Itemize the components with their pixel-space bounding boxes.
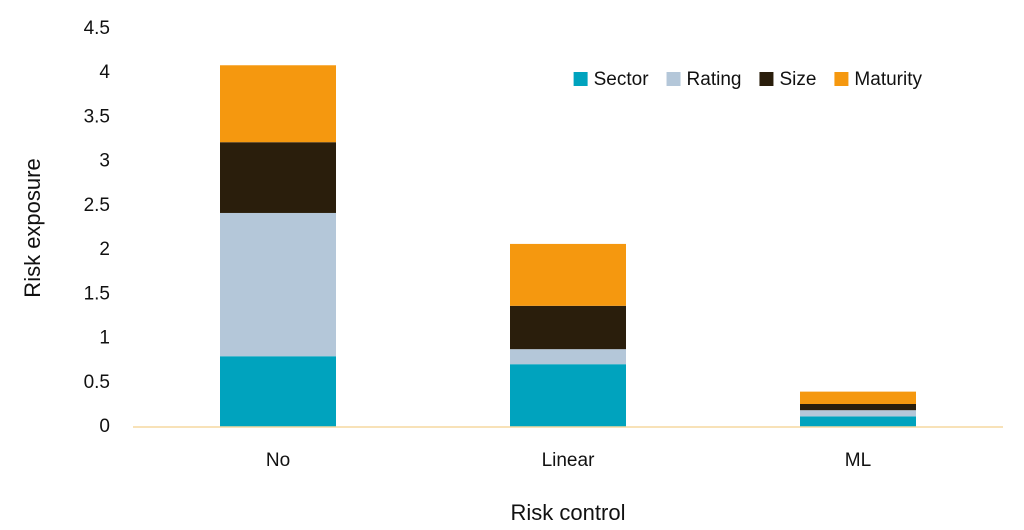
bar-segment xyxy=(220,142,336,213)
y-tick-label: 4 xyxy=(99,62,110,83)
legend-label: Size xyxy=(779,69,816,90)
bar-segment xyxy=(800,410,916,417)
x-tick-label: No xyxy=(266,450,290,471)
y-tick-label: 1.5 xyxy=(84,283,110,304)
legend-swatch xyxy=(834,72,849,86)
y-tick-label: 1 xyxy=(99,328,110,349)
y-tick-label: 2 xyxy=(99,239,110,260)
y-tick-label: 4.5 xyxy=(84,18,110,39)
x-tick-label: ML xyxy=(845,450,871,471)
bar-segment xyxy=(800,416,916,427)
y-axis-title: Risk exposure xyxy=(20,158,45,297)
bar-segment xyxy=(220,356,336,427)
legend-label: Sector xyxy=(594,69,650,90)
y-tick-label: 3 xyxy=(99,151,110,172)
y-tick-label: 2.5 xyxy=(84,195,110,216)
legend-label: Maturity xyxy=(854,69,922,90)
bar-segment xyxy=(800,404,916,411)
bar-segment xyxy=(510,305,626,350)
bar-segment xyxy=(800,391,916,405)
legend-label: Rating xyxy=(687,69,742,90)
x-tick-label: Linear xyxy=(542,450,595,471)
bar-segment xyxy=(510,243,626,306)
bar-segment xyxy=(220,65,336,143)
legend-swatch xyxy=(759,72,774,86)
y-tick-label: 0.5 xyxy=(84,372,110,393)
x-axis-title: Risk control xyxy=(511,500,626,525)
bar-segment xyxy=(510,349,626,365)
bar-segment xyxy=(220,212,336,357)
legend-swatch xyxy=(666,72,681,86)
legend-swatch xyxy=(573,72,588,86)
bar-segment xyxy=(510,364,626,427)
y-tick-label: 3.5 xyxy=(84,106,110,127)
y-tick-label: 0 xyxy=(99,416,110,437)
